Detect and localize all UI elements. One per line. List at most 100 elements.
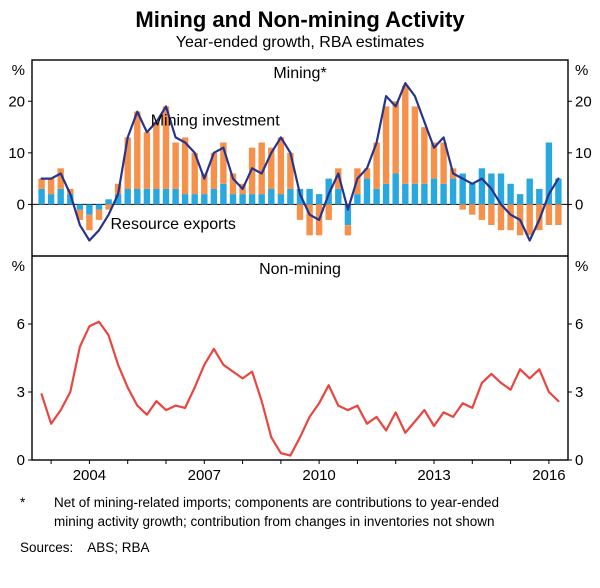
annotation-resource-exports: Resource exports: [111, 216, 236, 233]
mining-investment-bar: [162, 106, 170, 189]
resource-exports-bar: [430, 178, 438, 205]
resource-exports-bar: [335, 188, 342, 205]
mining-investment-bar: [545, 204, 553, 225]
mining-investment-bar: [296, 204, 304, 220]
mining-investment-bar: [306, 204, 313, 236]
mining-investment-bar: [526, 204, 533, 236]
sources-line: Sources: ABS; RBA: [0, 531, 600, 555]
resource-exports-bar: [306, 188, 313, 205]
resource-exports-bar: [363, 178, 371, 205]
mining-investment-bar: [47, 178, 55, 195]
resource-exports-bar: [201, 194, 208, 205]
mining-investment-bar: [507, 204, 514, 231]
chart-subtitle: Year-ended growth, RBA estimates: [175, 34, 425, 51]
x-tick-label: 2016: [532, 467, 565, 484]
mining-investment-bar: [497, 204, 505, 231]
mining-investment-bar: [402, 85, 409, 184]
footnote-marker: *: [20, 495, 26, 510]
resource-exports-bar: [239, 194, 246, 205]
sources-value: ABS; RBA: [87, 540, 150, 556]
y-tick-label: 0: [575, 452, 583, 469]
mining-activity-year-ended-growth-line: [40, 82, 560, 242]
resource-exports-bar: [478, 168, 486, 205]
resource-exports-bar: [402, 183, 409, 205]
x-tick-label: 2010: [302, 467, 335, 484]
sources-label: Sources:: [20, 540, 74, 556]
non-mining-activity-year-ended-growth-line: [40, 320, 560, 457]
resource-exports-bar: [536, 188, 543, 205]
annotation-mining-investment: Mining investment: [151, 113, 281, 130]
resource-exports-bar: [411, 183, 419, 205]
y-tick-label: 0: [575, 196, 583, 213]
resource-exports-bar: [95, 204, 103, 210]
mining-investment-bar: [258, 142, 265, 195]
y-tick-label: 3: [575, 384, 583, 401]
resource-exports-bar: [191, 194, 198, 205]
resource-exports-bar: [181, 194, 189, 205]
mining-investment-bar: [153, 121, 160, 189]
mining-investment-bar: [440, 142, 447, 184]
panel-title-non-mining: Non-mining: [259, 261, 341, 278]
resource-exports-bar: [373, 188, 380, 205]
y-tick-label: 10: [8, 145, 25, 162]
resource-exports-bar: [459, 173, 466, 205]
resource-exports-bar: [172, 188, 179, 205]
y-tick-label: 20: [8, 93, 25, 110]
mining-investment-bar: [555, 204, 562, 225]
resource-exports-bar: [497, 173, 505, 205]
mining-investment-bar: [210, 152, 218, 189]
resource-exports-bar: [545, 142, 553, 205]
mining-investment-bar: [143, 132, 151, 189]
y-tick-label: 0: [17, 452, 25, 469]
mining-investment-bar: [335, 168, 342, 189]
y-axis-unit: %: [12, 258, 25, 275]
resource-exports-bar: [516, 194, 524, 205]
resource-exports-bar: [47, 194, 55, 205]
resource-exports-bar: [76, 204, 84, 210]
mining-investment-bar: [287, 152, 294, 189]
y-axis-unit: %: [575, 258, 588, 275]
chart-title: Mining and Non-mining Activity: [135, 7, 465, 32]
y-axis-unit: %: [575, 62, 588, 79]
resource-exports-bar: [248, 194, 256, 205]
y-tick-label: 20: [575, 93, 592, 110]
mining-investment-bar: [86, 214, 93, 231]
footnote-text: Net of mining-related imports; component…: [54, 495, 499, 529]
mining-investment-bar: [344, 225, 352, 236]
resource-exports-bar: [114, 194, 122, 205]
resource-exports-bar: [134, 188, 141, 205]
resource-exports-bar: [344, 204, 352, 225]
mining-investment-bar: [392, 101, 399, 174]
resource-exports-bar: [382, 183, 390, 205]
resource-exports-bar: [507, 183, 514, 205]
x-tick-label: 2004: [73, 467, 106, 484]
resource-exports-bar: [268, 188, 275, 205]
mining-investment-bar: [373, 142, 380, 189]
mining-investment-bar: [363, 168, 371, 179]
y-tick-label: 3: [17, 384, 25, 401]
mining-investment-bar: [105, 204, 112, 210]
mining-investment-bar: [201, 173, 208, 195]
resource-exports-bar: [162, 188, 170, 205]
resource-exports-bar: [277, 194, 285, 205]
mining-investment-bar: [124, 137, 131, 189]
resource-exports-bar: [287, 188, 294, 205]
panel-title-mining: Mining*: [273, 65, 326, 82]
resource-exports-bar: [38, 188, 45, 205]
mining-investment-bar: [430, 142, 438, 179]
resource-exports-bar: [469, 183, 476, 205]
mining-investment-bar: [325, 204, 332, 220]
mining-investment-bar: [181, 137, 189, 195]
mining-investment-bar: [277, 137, 285, 195]
mining-investment-bar: [95, 209, 103, 220]
resource-exports-bar: [229, 194, 237, 205]
mining-investment-bar: [134, 111, 141, 189]
y-tick-label: 0: [17, 196, 25, 213]
resource-exports-bar: [555, 178, 562, 205]
resource-exports-bar: [67, 194, 74, 205]
resource-exports-bar: [258, 194, 265, 205]
resource-exports-bar: [220, 183, 227, 205]
resource-exports-bar: [143, 188, 151, 205]
mining-investment-bar: [459, 204, 466, 210]
mining-investment-bar: [478, 204, 486, 220]
